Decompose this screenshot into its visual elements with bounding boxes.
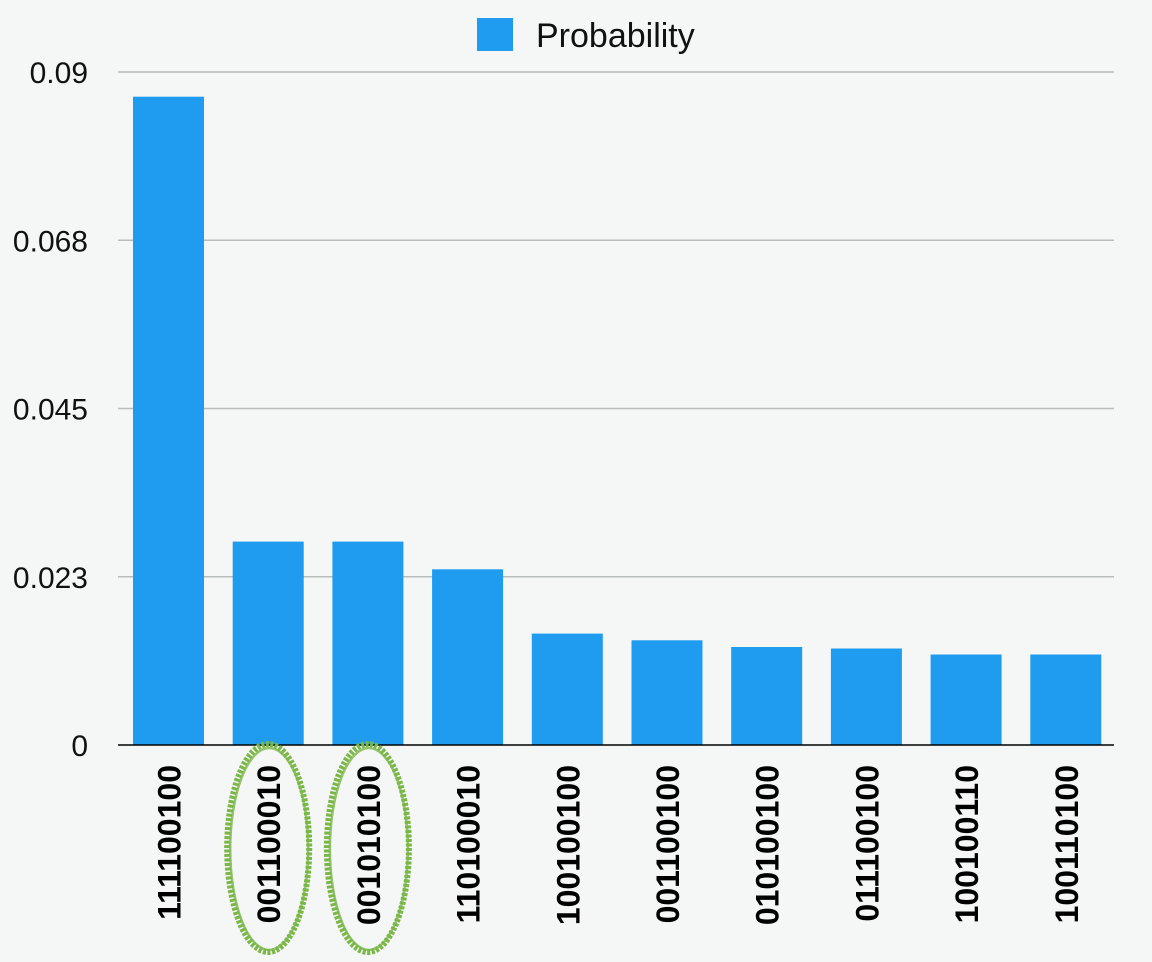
- y-tick-label: 0.09: [30, 57, 88, 90]
- y-tick-label: 0: [71, 730, 88, 763]
- bar: [232, 541, 304, 745]
- legend-label: Probability: [536, 17, 695, 55]
- legend-swatch: [477, 18, 513, 51]
- bar: [731, 647, 803, 745]
- y-tick-label: 0.068: [13, 225, 88, 258]
- legend: Probability: [477, 17, 695, 55]
- bar: [830, 648, 902, 745]
- x-tick-label: 100100110: [949, 765, 985, 923]
- bar: [531, 633, 603, 745]
- highlight-circles: [224, 741, 412, 955]
- x-tick-label: 001100100: [650, 765, 686, 923]
- bar: [432, 569, 504, 745]
- bars: [133, 96, 1102, 745]
- highlight-ellipse-inner: [228, 746, 310, 952]
- x-tick-label: 100110100: [1049, 765, 1085, 923]
- x-tick-label: 001100010: [251, 765, 287, 923]
- x-tick-label: 110100010: [451, 765, 487, 923]
- x-tick-label: 010100100: [750, 765, 786, 925]
- bar: [332, 541, 404, 745]
- highlight-ellipse-inner: [328, 746, 410, 952]
- bar: [930, 654, 1002, 745]
- bar: [631, 640, 703, 745]
- x-tick-label: 001010100: [351, 765, 387, 925]
- x-axis-tick-labels: 111100100 001100010 001010100 110100010 1001…: [152, 765, 1085, 925]
- bar: [1030, 654, 1102, 745]
- x-tick-label: 100100100: [550, 765, 586, 925]
- gridlines: [118, 71, 1114, 578]
- y-axis-tick-labels: 0 0.023 0.045 0.068 0.09: [13, 57, 88, 763]
- y-tick-label: 0.045: [13, 394, 88, 427]
- x-tick-label: 111100100: [152, 765, 188, 920]
- x-tick-label: 011100100: [849, 765, 885, 922]
- y-tick-label: 0.023: [13, 562, 88, 595]
- bar: [133, 96, 204, 745]
